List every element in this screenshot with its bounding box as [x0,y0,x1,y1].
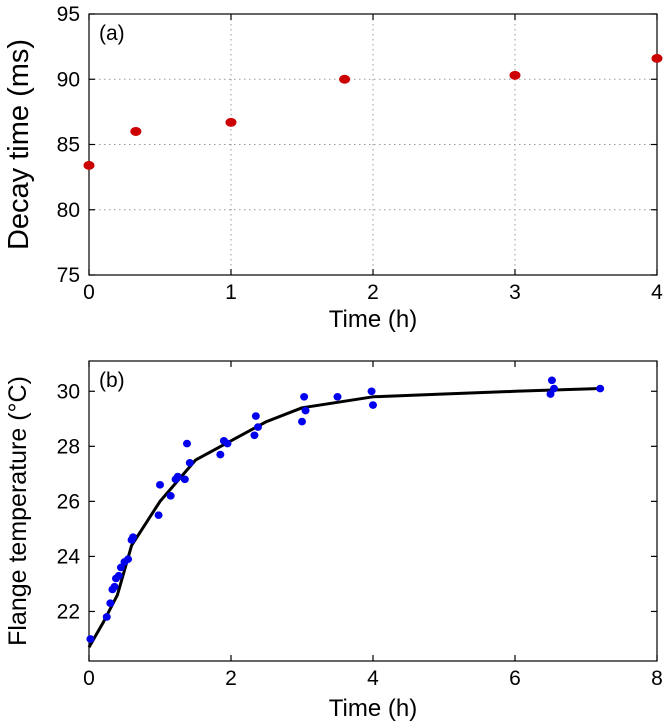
fit-curve-line [87,387,601,648]
x-tick-label: 6 [509,667,521,690]
y-tick-label: 85 [57,134,80,157]
data-point [180,475,189,484]
panel-label: (a) [99,22,125,45]
y-tick-label: 24 [57,545,81,568]
data-point [83,160,95,170]
data-point [339,74,351,84]
chart-panel-a: 0 1 2 3 4 75 80 85 90 95 (a) Time (h) Decay time (ms… [3,3,663,333]
x-tick-label: 4 [651,281,663,304]
data-point [130,126,142,136]
x-tick-label: 4 [367,667,379,690]
y-axis-label: Decay time (ms) [3,39,35,250]
panel-label: (b) [99,369,125,392]
data-point [114,571,123,580]
data-point [596,384,605,393]
y-tick-label: 22 [57,600,80,623]
x-tick-label: 3 [509,281,521,304]
y-tick-label: 28 [57,435,80,458]
data-point [367,387,376,396]
y-tick-label: 80 [57,199,80,222]
x-tick-label: 0 [83,667,95,690]
data-point [129,533,138,541]
data-point [156,481,164,489]
data-point [173,472,182,481]
data-point [300,392,309,401]
data-point [547,376,556,385]
data-point [225,117,237,127]
data-point [550,384,559,393]
y-tick-label: 26 [57,490,80,513]
data-point [86,635,95,643]
data-point [301,406,310,415]
y-tick-label: 75 [57,264,80,287]
data-point [166,492,175,500]
data-point [116,563,125,572]
data-point [182,439,191,448]
data-point [223,439,232,448]
data-point [651,53,663,63]
data-point [333,392,342,401]
x-axis-label: Time (h) [329,695,417,722]
data-point [369,401,377,409]
data-point [154,511,163,519]
y-tick-label: 95 [57,3,80,26]
data-point [102,613,111,621]
y-tick-label: 30 [57,380,80,403]
x-tick-label: 1 [225,281,237,304]
x-tick-label: 2 [367,281,379,304]
data-point [251,412,260,420]
data-point [253,423,262,431]
data-point [110,582,119,591]
x-tick-label: 8 [651,667,663,690]
data-point [250,431,259,440]
data-point [185,459,194,467]
x-tick-label: 0 [83,281,95,304]
data-point [106,599,115,608]
data-point [124,555,133,563]
y-axis-label: Flange temperature (°C) [4,376,32,646]
x-tick-label: 2 [225,667,237,690]
data-point [509,70,521,80]
x-axis-label: Time (h) [329,306,417,333]
y-tick-label: 90 [57,68,80,91]
data-point [298,417,306,426]
data-point [216,450,225,459]
data-point [546,390,555,398]
